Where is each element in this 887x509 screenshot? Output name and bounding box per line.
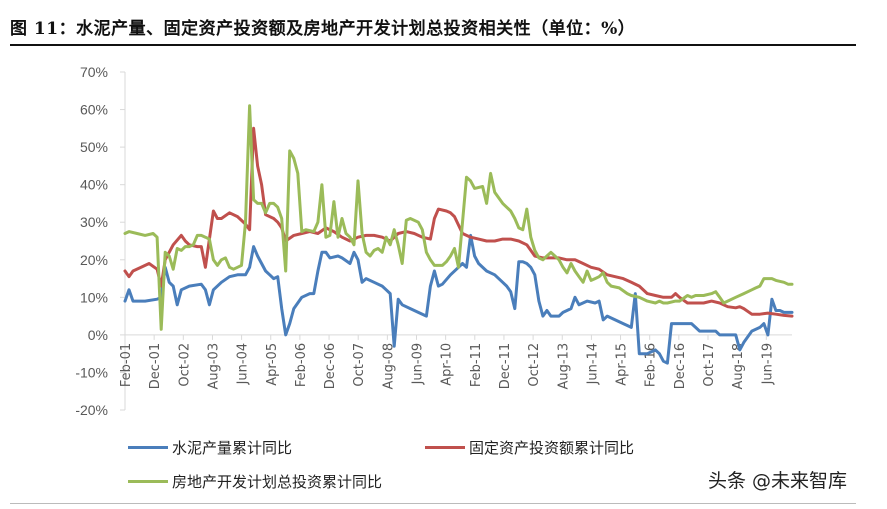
legend-swatch-red [425, 446, 465, 449]
legend-item-cement: 水泥产量累计同比 [128, 437, 292, 458]
svg-text:70%: 70% [80, 64, 108, 80]
svg-text:Dec-01: Dec-01 [148, 343, 163, 389]
svg-text:0%: 0% [88, 327, 108, 343]
legend-swatch-green [128, 480, 168, 483]
svg-text:Oct-07: Oct-07 [352, 343, 367, 387]
svg-text:Aug-18: Aug-18 [731, 343, 746, 390]
svg-text:Oct-12: Oct-12 [527, 343, 542, 387]
svg-text:Jun-04: Jun-04 [236, 343, 251, 386]
watermark: 头条 @未来智库 [708, 470, 848, 492]
svg-text:30%: 30% [80, 214, 108, 230]
svg-text:Feb-01: Feb-01 [119, 343, 134, 387]
bottom-divider [10, 503, 856, 504]
svg-text:10%: 10% [80, 289, 108, 305]
svg-text:Dec-06: Dec-06 [323, 343, 338, 389]
chart-title: 图 11：水泥产量、固定资产投资额及房地产开发计划总投资相关性（单位：%） [10, 19, 636, 39]
legend-item-real-estate: 房地产开发计划总投资累计同比 [128, 471, 382, 492]
title-divider [10, 44, 856, 46]
svg-text:50%: 50% [80, 139, 108, 155]
legend-label: 房地产开发计划总投资累计同比 [172, 473, 383, 491]
svg-text:Feb-11: Feb-11 [469, 343, 484, 387]
svg-text:Oct-17: Oct-17 [702, 343, 717, 387]
svg-text:Oct-02: Oct-02 [177, 343, 192, 387]
svg-text:Aug-08: Aug-08 [381, 343, 396, 390]
svg-text:Aug-03: Aug-03 [206, 343, 221, 390]
series-lines [123, 104, 794, 365]
svg-text:Jun-09: Jun-09 [411, 343, 426, 386]
svg-text:Jun-19: Jun-19 [760, 343, 775, 386]
svg-text:Aug-13: Aug-13 [556, 343, 571, 390]
svg-text:Feb-06: Feb-06 [294, 343, 309, 387]
legend-label: 固定资产投资额累计同比 [469, 439, 635, 457]
svg-text:Dec-11: Dec-11 [498, 343, 513, 389]
svg-text:20%: 20% [80, 252, 108, 268]
svg-text:40%: 40% [80, 177, 108, 193]
svg-text:-20%: -20% [75, 402, 108, 418]
legend-label: 水泥产量累计同比 [172, 439, 293, 457]
svg-text:-10%: -10% [75, 364, 108, 380]
legend-item-fixed-asset: 固定资产投资额累计同比 [425, 437, 634, 458]
svg-text:Apr-10: Apr-10 [440, 343, 455, 386]
svg-text:Apr-15: Apr-15 [615, 343, 630, 386]
svg-text:Jun-14: Jun-14 [585, 343, 600, 386]
axes: 70% 60% 50% 40% 30% 20% 10% 0% -10% -20% Feb-01 Dec… [75, 64, 792, 418]
svg-text:Apr-05: Apr-05 [265, 343, 280, 386]
svg-text:60%: 60% [80, 102, 108, 118]
legend-swatch-blue [128, 446, 168, 449]
svg-text:Dec-16: Dec-16 [673, 343, 688, 389]
